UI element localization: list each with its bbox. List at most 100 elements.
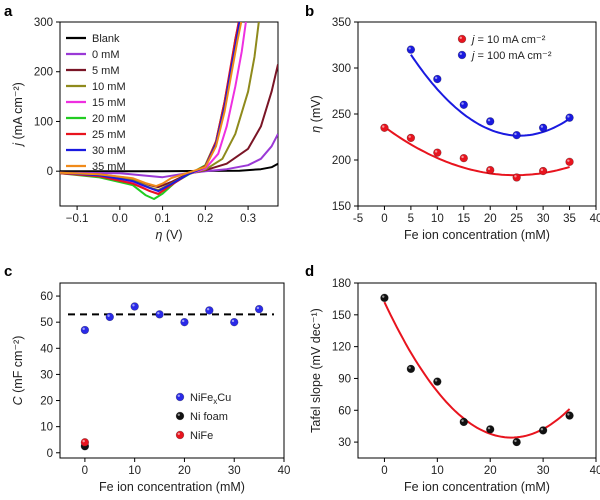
fit-curve-d-0 <box>383 301 571 439</box>
x-tick-label-d-0: 0 <box>381 465 387 477</box>
x-tick-label-c-3: 30 <box>228 465 241 477</box>
data-point-b-0-1-highlight <box>408 135 411 138</box>
legend-marker-c-1-highlight <box>177 413 180 416</box>
data-point-d-0-2-highlight <box>434 379 438 382</box>
x-tick-label-c-0: 0 <box>82 465 88 477</box>
data-point-b-1-5 <box>538 123 548 133</box>
data-point-b-1-4 <box>512 130 521 140</box>
y-axis-label-a: j (mA cm⁻²) <box>11 82 25 148</box>
data-point-b-0-7 <box>565 157 574 167</box>
fit-curve-b-0 <box>383 126 570 177</box>
x-axis-label-c: Fe ion concentration (mM) <box>99 480 245 494</box>
legend-label-a-2: 5 mM <box>92 65 120 77</box>
legend-label-a-8: 35 mM <box>92 161 126 173</box>
panel-label-d: d <box>305 263 314 280</box>
y-tick-label-b-2: 250 <box>332 109 351 121</box>
y-tick-label-c-3: 30 <box>40 369 53 381</box>
series-line-a-4 <box>60 22 247 195</box>
data-point-d-0-1 <box>406 364 416 374</box>
data-point-b-0-6-highlight <box>540 168 544 172</box>
y-tick-label-a-2: 200 <box>34 67 53 79</box>
y-tick-label-c-4: 40 <box>40 343 53 355</box>
data-point-c-0-2-highlight <box>132 304 135 307</box>
x-tick-label-b-4: 15 <box>457 213 470 225</box>
panel-label-a: a <box>4 3 13 20</box>
data-point-c-0-7-highlight <box>256 306 260 310</box>
data-point-c-2-0 <box>80 438 90 447</box>
y-tick-label-a-1: 100 <box>34 116 53 128</box>
x-axis-label-d: Fe ion concentration (mM) <box>404 480 550 494</box>
y-tick-label-b-3: 300 <box>332 63 351 75</box>
data-point-c-0-6 <box>230 317 239 327</box>
data-point-b-1-0 <box>406 45 416 54</box>
data-point-b-1-3-highlight <box>487 118 491 122</box>
x-tick-label-d-1: 10 <box>431 465 444 477</box>
data-point-b-0-4 <box>486 165 495 175</box>
data-point-d-0-1-highlight <box>408 366 411 369</box>
legend-marker-c-2-highlight <box>177 432 180 435</box>
x-tick-label-b-7: 30 <box>537 213 550 225</box>
series-line-a-7 <box>60 22 241 193</box>
legend-marker-c-0-highlight <box>177 394 180 397</box>
y-tick-label-a-3: 300 <box>34 17 53 29</box>
y-tick-label-c-2: 20 <box>40 396 53 408</box>
data-point-c-0-5-highlight <box>206 308 210 311</box>
data-point-b-1-5-highlight <box>540 125 544 128</box>
legend-label-a-1: 0 mM <box>92 49 120 61</box>
series-group-a <box>60 22 278 200</box>
y-tick-label-c-0: 0 <box>47 448 53 460</box>
data-point-d-0-2 <box>433 377 442 386</box>
legend-label-c-0: NiFexCu <box>190 392 231 406</box>
panel-d: d 0 10 20 30 40 30 60 90 120 150 180 Fe ion concentr… <box>305 263 600 494</box>
data-point-b-0-6 <box>538 166 548 176</box>
data-point-c-0-5 <box>205 306 214 315</box>
data-point-c-0-0 <box>80 325 90 335</box>
x-tick-label-b-9: 40 <box>590 213 600 225</box>
x-tick-label-d-2: 20 <box>484 465 497 477</box>
y-axis-label-b: η (mV) <box>309 95 323 133</box>
legend-label-b-1: j = 100 mA cm⁻² <box>470 50 552 62</box>
x-tick-label-b-5: 20 <box>484 213 497 225</box>
data-point-d-0-6 <box>538 426 548 435</box>
data-point-c-0-3 <box>155 310 164 319</box>
y-axis-label-d: Tafel slope (mV dec⁻¹) <box>309 308 323 433</box>
series-line-a-3 <box>60 22 260 192</box>
data-point-b-1-0-highlight <box>408 47 411 50</box>
legend-label-a-7: 30 mM <box>92 145 126 157</box>
legend-marker-b-0 <box>457 34 467 44</box>
legend-label-c-1: Ni foam <box>190 411 228 423</box>
data-point-d-0-4 <box>486 425 495 434</box>
plot-frame-a <box>59 21 279 207</box>
y-tick-label-c-5: 50 <box>40 317 53 329</box>
y-tick-label-b-0: 150 <box>332 201 351 213</box>
data-point-b-1-6 <box>565 113 574 122</box>
plot-frame-c <box>59 282 285 459</box>
legend-marker-c-2 <box>175 430 185 440</box>
data-point-c-0-1 <box>105 312 114 322</box>
data-point-c-0-7 <box>254 304 264 314</box>
y-tick-label-c-1: 10 <box>40 422 53 434</box>
data-point-b-0-3-highlight <box>461 155 464 159</box>
plot-frame-d <box>357 282 597 459</box>
data-point-b-1-2-highlight <box>461 102 464 105</box>
series-line-a-0 <box>60 162 278 173</box>
panel-a: a −0.1 0.0 0.1 0.2 0.3 0 100 200 300 η (V) j (mA cm… <box>4 3 279 242</box>
data-point-d-0-4-highlight <box>487 426 491 430</box>
legend-label-c-2: NiFe <box>190 430 213 442</box>
data-point-b-0-7-highlight <box>567 159 570 162</box>
fit-curve-b-1 <box>410 54 571 137</box>
legend-label-a-5: 20 mM <box>92 113 126 125</box>
data-point-d-0-5-highlight <box>514 439 517 443</box>
data-point-b-1-3 <box>486 117 495 126</box>
x-tick-label-b-0: -5 <box>353 213 363 225</box>
legend-marker-b-1 <box>457 50 467 60</box>
x-tick-label-a-4: 0.3 <box>240 213 256 225</box>
data-point-b-1-1-highlight <box>434 76 438 80</box>
data-point-c-0-4-highlight <box>182 319 185 323</box>
x-tick-label-b-6: 25 <box>510 213 523 225</box>
data-point-c-0-6-highlight <box>231 319 235 323</box>
x-axis-label-b: Fe ion concentration (mM) <box>404 228 550 242</box>
legend-label-a-4: 15 mM <box>92 97 126 109</box>
legend-marker-c-1 <box>175 411 185 421</box>
